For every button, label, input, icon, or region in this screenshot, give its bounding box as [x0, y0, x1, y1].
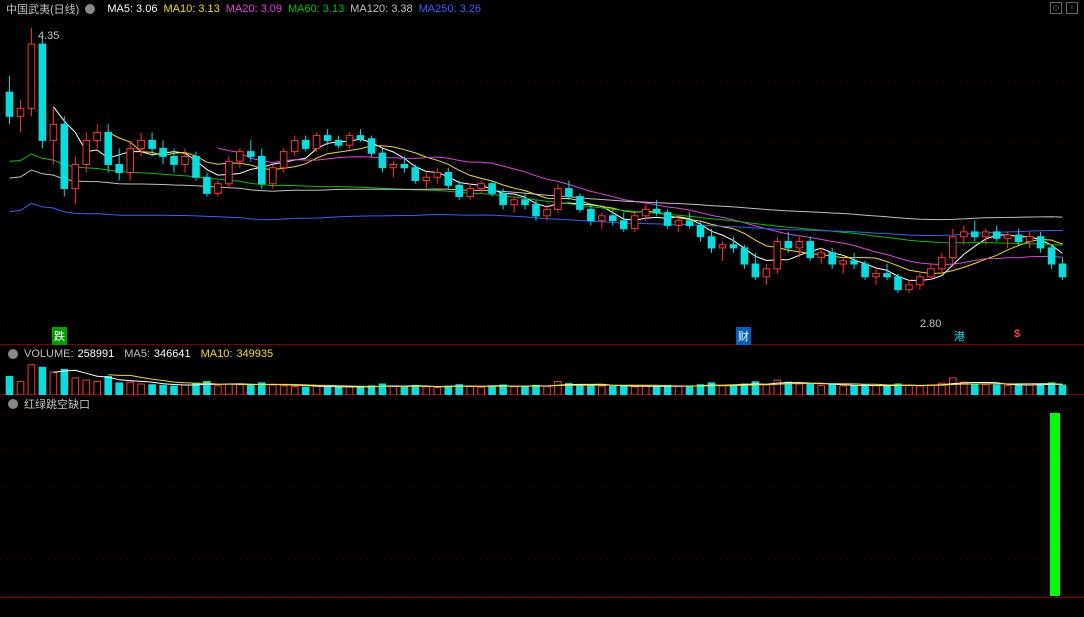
- price-label: 2.80: [920, 318, 941, 330]
- gap-title: 红绿跳空缺口: [24, 396, 90, 412]
- price-label: 4.35: [38, 30, 59, 42]
- ma-label: MA60: 3.13: [288, 3, 344, 15]
- square-icon[interactable]: ▫: [1066, 2, 1078, 14]
- ma-label: MA120: 3.38: [350, 3, 412, 15]
- diamond-icon[interactable]: ◇: [1050, 2, 1062, 14]
- vol-ma5-value: 346641: [154, 348, 191, 360]
- chart-marker[interactable]: 财: [736, 327, 751, 345]
- toggle-icon[interactable]: [85, 4, 95, 14]
- volume-label: VOLUME:: [24, 348, 74, 360]
- top-right-controls: ◇ ▫: [1050, 2, 1078, 14]
- main-chart-header: 中国武夷(日线) MA5: 3.06MA10: 3.13MA20: 3.09MA…: [0, 0, 487, 18]
- vol-ma5-label: MA5:: [124, 348, 150, 360]
- volume-value: 258991: [78, 348, 115, 360]
- gap-indicator-panel: 红绿跳空缺口: [0, 395, 1084, 598]
- chart-marker[interactable]: 港: [952, 327, 967, 345]
- toggle-icon[interactable]: [8, 399, 18, 409]
- chart-marker[interactable]: $: [1012, 327, 1022, 341]
- ma-label: MA250: 3.26: [419, 3, 481, 15]
- volume-header: VOLUME: 258991 MA5: 346641 MA10: 349935: [0, 345, 279, 363]
- vol-ma10-label: MA10:: [201, 348, 233, 360]
- vol-ma10-value: 349935: [236, 348, 273, 360]
- ma-label: MA20: 3.09: [226, 3, 282, 15]
- volume-panel: VOLUME: 258991 MA5: 346641 MA10: 349935: [0, 345, 1084, 395]
- gap-chart-area[interactable]: [0, 395, 1084, 598]
- candlestick-chart-area[interactable]: [0, 0, 1084, 345]
- chart-title: 中国武夷(日线): [6, 1, 79, 17]
- ma-label: MA5: 3.06: [107, 3, 157, 15]
- gap-header: 红绿跳空缺口: [0, 395, 96, 413]
- ma-label: MA10: 3.13: [163, 3, 219, 15]
- toggle-icon[interactable]: [8, 349, 18, 359]
- chart-marker[interactable]: 跌: [52, 327, 67, 345]
- candlestick-chart-panel: 中国武夷(日线) MA5: 3.06MA10: 3.13MA20: 3.09MA…: [0, 0, 1084, 345]
- ma-labels-group: MA5: 3.06 MA10: 3.13 MA20: 3.09 MA60: 3.13 M…: [101, 3, 481, 15]
